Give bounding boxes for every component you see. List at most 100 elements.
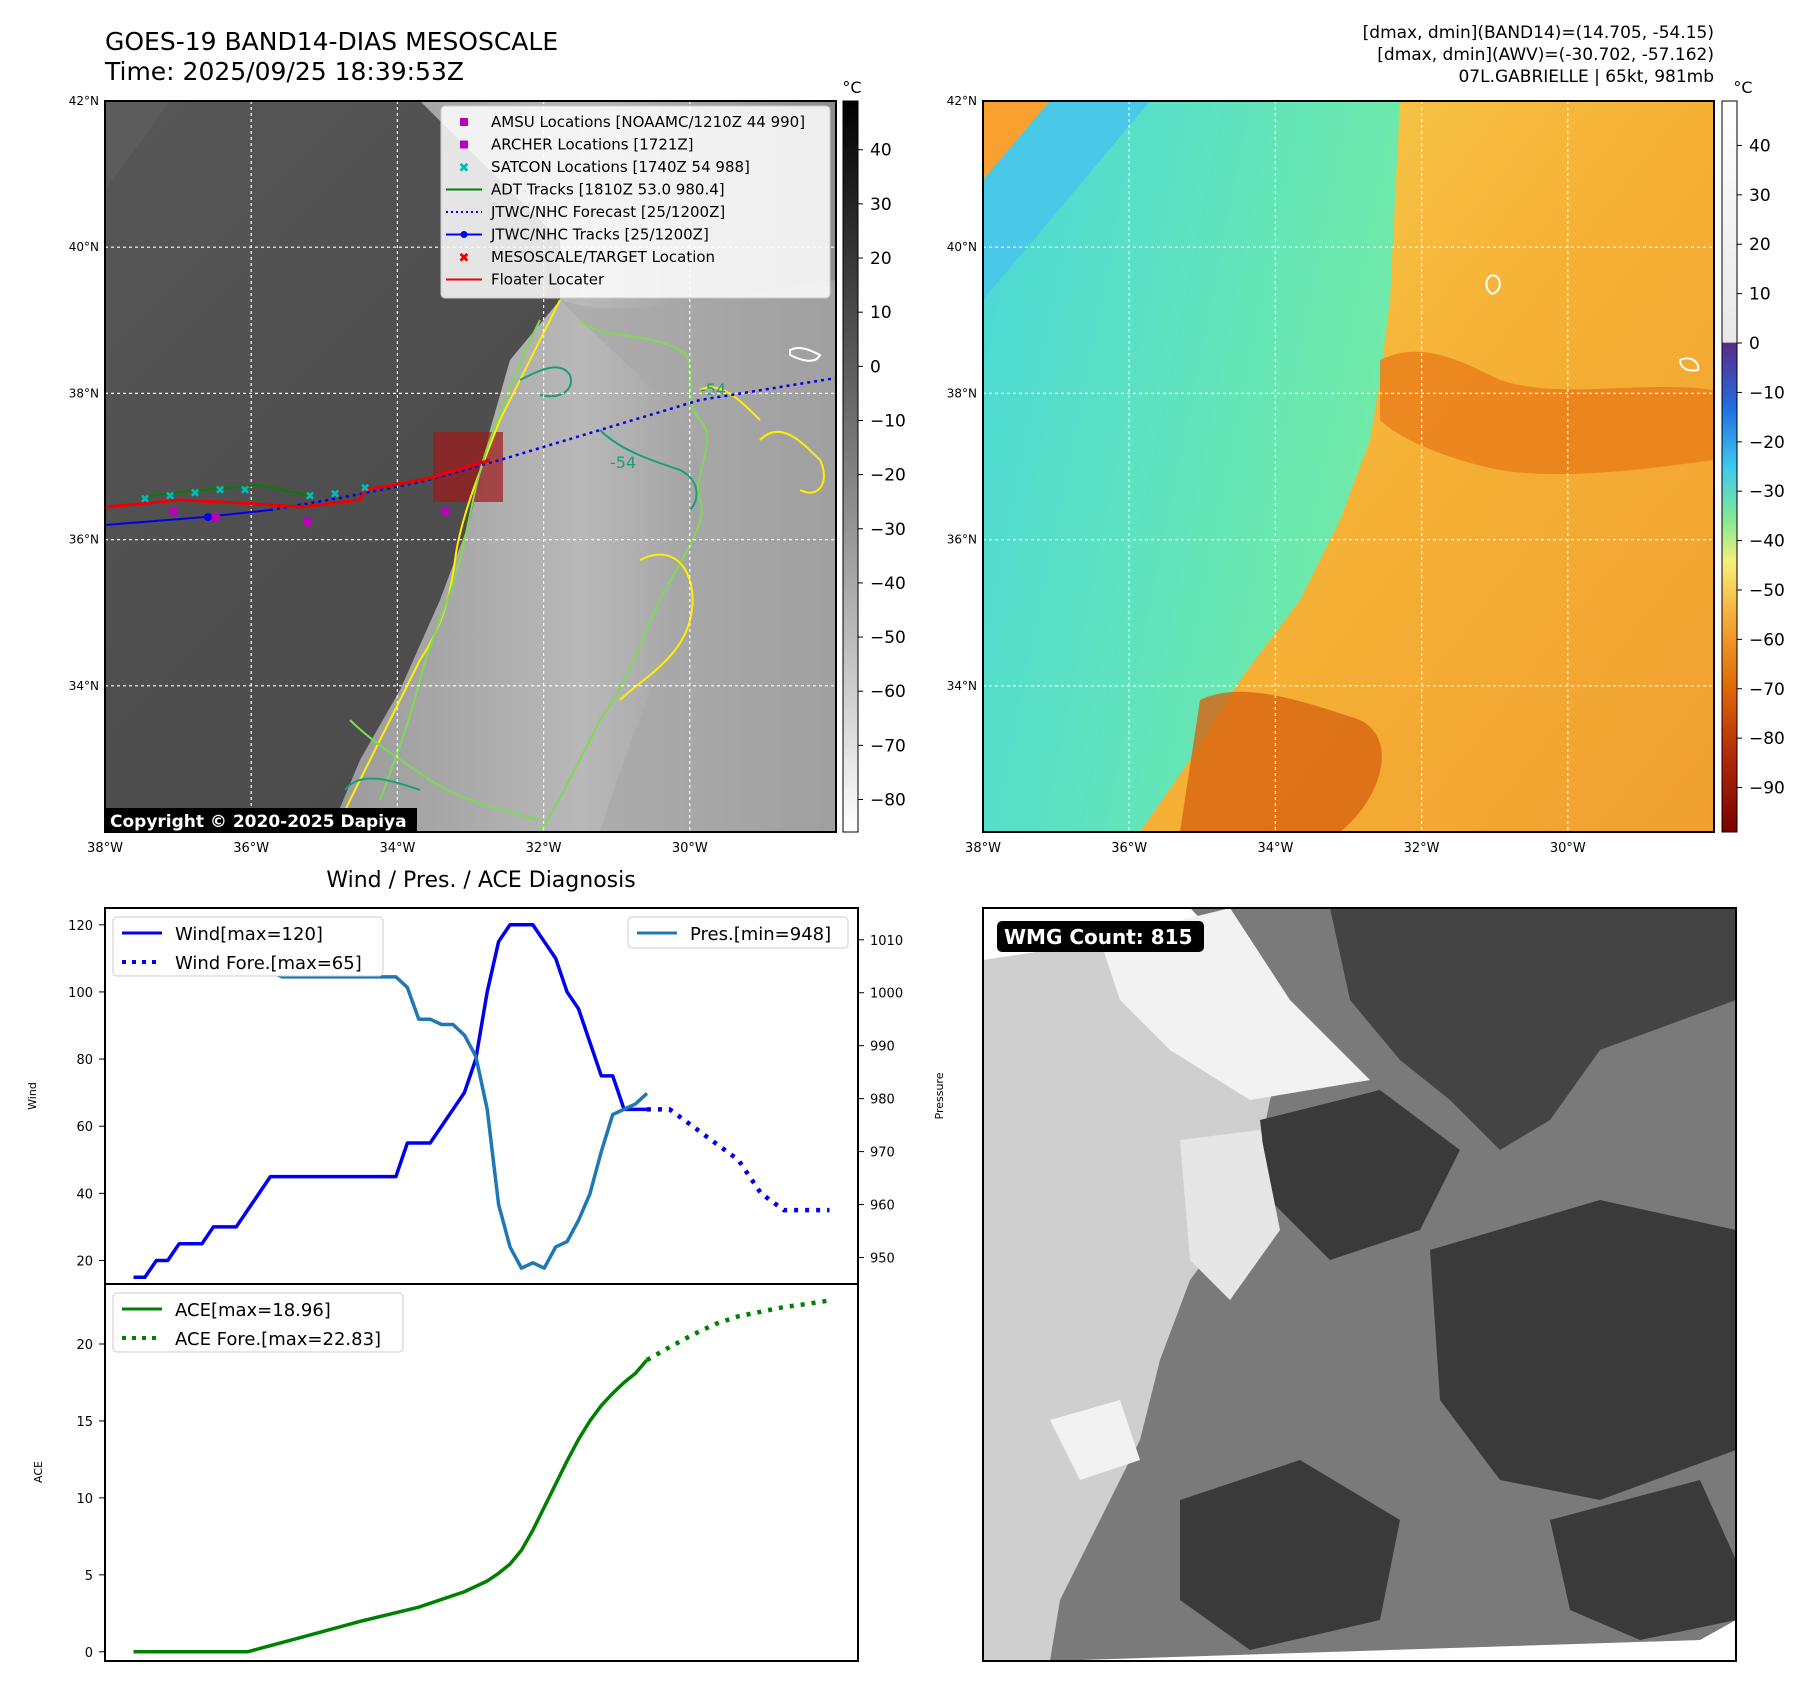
floater-locater-track (105, 458, 491, 509)
pressure-ytick-label: 1000 (870, 987, 903, 1002)
pressure-legend: Pres.[min=948] (627, 916, 849, 949)
ir-cbar-tick-label: −20 (870, 466, 906, 486)
copyright-text: Copyright © 2020-2025 Dapiya (110, 812, 407, 832)
ir-cbar-tick-label: −70 (870, 736, 906, 756)
awv-cbar-tick-label: −50 (1749, 581, 1785, 601)
ir-cbar-tick-label: −10 (870, 411, 906, 431)
contour-green-east (539, 319, 709, 832)
ace-legend-box (112, 1292, 404, 1353)
svg-text:✖: ✖ (305, 489, 315, 503)
awv-lon-tick-label: 34°W (1257, 841, 1293, 856)
awv-stats: [dmax, dmin](AWV)=(-30.702, -57.162) (1377, 45, 1714, 65)
ir-legend: AMSU Locations [NOAAMC/1210Z 44 990] ARCH… (440, 105, 831, 299)
wind-legend-label: Wind[max=120] (175, 924, 323, 945)
ir-legend-label: Floater Locater (491, 271, 605, 289)
ir-cbar-tick-label: 10 (870, 303, 892, 323)
wmg-dark-5 (1550, 1480, 1736, 1640)
pressure-ytick-label: 950 (870, 1252, 895, 1267)
ir-legend-label: JTWC/NHC Tracks [25/1200Z] (490, 226, 709, 244)
awv-cbar-tick-label: −20 (1749, 433, 1785, 453)
ir-cbar-tick-label: −50 (870, 628, 906, 648)
legend-marker-dot (460, 231, 468, 238)
pressure-ytick-label: 1010 (870, 934, 903, 949)
awv-lat-tick-label: 42°N (947, 94, 977, 108)
ir-lon-tick-label: 36°W (233, 841, 269, 856)
wind-ytick-label: 120 (68, 919, 93, 934)
wmg-badge-text: WMG Count: 815 (1004, 925, 1193, 949)
wmg-dark-2 (1260, 1090, 1460, 1260)
awv-moist-band (983, 101, 1150, 300)
ace-ytick-label: 10 (76, 1492, 93, 1507)
ir-lat-tick-label: 36°N (69, 533, 99, 547)
wmg-white-band (1100, 908, 1370, 1100)
legend-marker-x: ✖ (459, 161, 470, 176)
awv-contour-2 (1678, 357, 1700, 372)
awv-lon-tick-label: 32°W (1404, 841, 1440, 856)
pressure-ytick-label: 960 (870, 1199, 895, 1214)
ir-legend-label: ARCHER Locations [1721Z] (491, 136, 694, 154)
svg-text:✖: ✖ (330, 487, 340, 501)
ir-colorbar: °C 40 30 20 10 0 −10 −20 −30 −40 −50 −60 −70 −80 (842, 78, 906, 833)
ir-legend-box (440, 105, 831, 299)
svg-text:✖: ✖ (190, 486, 200, 500)
ir-legend-label: AMSU Locations [NOAAMC/1210Z 44 990] (491, 113, 805, 131)
awv-lon-tick-label: 36°W (1111, 841, 1147, 856)
ace-legend: ACE[max=18.96] ACE Fore.[max=22.83] (112, 1292, 404, 1353)
contour-white (789, 346, 822, 362)
ir-axis-ticks: 38°W 36°W 34°W 32°W 30°W 42°N 40°N 38°N 36°N 34°N (69, 94, 708, 856)
pressure-ytick-label: 970 (870, 1146, 895, 1161)
wmg-white-patch (1050, 1400, 1140, 1480)
wmg-dark-4 (1180, 1460, 1400, 1650)
awv-cbar-tick-label: −10 (1749, 383, 1785, 403)
pressure-ytick-label: 990 (870, 1040, 895, 1055)
awv-lat-tick-label: 40°N (947, 240, 977, 254)
awv-lat-tick-label: 38°N (947, 386, 977, 400)
awv-cbar-tick-label: −70 (1749, 680, 1785, 700)
ir-cbar-tick-label: 30 (870, 195, 892, 215)
ir-colorbar-ramp (842, 100, 859, 833)
wind-ytick-label: 20 (76, 1255, 93, 1270)
awv-gridlines (983, 101, 1714, 832)
svg-text:✖: ✖ (140, 492, 150, 506)
awv-cbar-tick-label: 40 (1749, 136, 1771, 156)
ir-cbar-tick-label: −40 (870, 574, 906, 594)
legend-marker-square (460, 118, 468, 126)
contour-teal-1 (599, 429, 698, 511)
ir-cbar-tick-label: 20 (870, 249, 892, 269)
ir-cbar-tick-label: −30 (870, 520, 906, 540)
figure-title: GOES-19 BAND14-DIAS MESOSCALE (105, 27, 558, 56)
storm-info: 07L.GABRIELLE | 65kt, 981mb (1458, 67, 1714, 87)
awv-cbar-tick-label: 30 (1749, 186, 1771, 206)
ir-colorbar-unit: °C (842, 78, 861, 97)
ir-lon-tick-label: 30°W (672, 841, 708, 856)
contour-green-south (349, 719, 541, 821)
ir-lon-tick-label: 34°W (379, 841, 415, 856)
ace-forecast-series-line (645, 1298, 830, 1362)
ir-legend-label: MESOSCALE/TARGET Location (491, 248, 715, 266)
wmg-dark-3 (1430, 1200, 1736, 1500)
awv-lat-tick-label: 34°N (947, 679, 977, 693)
svg-text:✖: ✖ (360, 481, 370, 495)
awv-cbar-tick-label: 20 (1749, 235, 1771, 255)
band14-stats: [dmax, dmin](BAND14)=(14.705, -54.15) (1363, 23, 1714, 43)
svg-text:✖: ✖ (215, 483, 225, 497)
contour-green-west (379, 319, 541, 801)
svg-text:✖: ✖ (165, 489, 175, 503)
wind-pressure-chart: 20 40 60 80 100 120 950 960 970 980 990 1000 1010 W… (26, 907, 946, 1285)
awv-axis-ticks: 38°W 36°W 34°W 32°W 30°W 42°N 40°N 38°N 36°N 34°N (947, 94, 1586, 856)
ir-frame (104, 100, 837, 833)
ir-lat-tick-label: 40°N (69, 240, 99, 254)
ir-lat-tick-label: 42°N (69, 94, 99, 108)
awv-lat-tick-label: 36°N (947, 533, 977, 547)
ir-map-panel: -54 -54 ✖ ✖ ✖ ✖ ✖ ✖ ✖ ✖ AMSU Locations (69, 94, 837, 856)
awv-cbar-tick-label: 0 (1749, 334, 1760, 354)
ir-lon-tick-label: 32°W (526, 841, 562, 856)
ir-cbar-tick-label: −80 (870, 791, 906, 811)
wind-legend-box (112, 916, 384, 977)
wmg-panel: WMG Count: 815 (982, 907, 1737, 1662)
wmg-badge (997, 921, 1204, 952)
ir-cbar-tick-label: −60 (870, 682, 906, 702)
awv-colorbar-ramp (1721, 100, 1738, 833)
awv-colorbar: °C 40 30 20 10 0 −10 −20 −30 −40 −50 −60 −70 −80 −90 (1721, 78, 1785, 833)
